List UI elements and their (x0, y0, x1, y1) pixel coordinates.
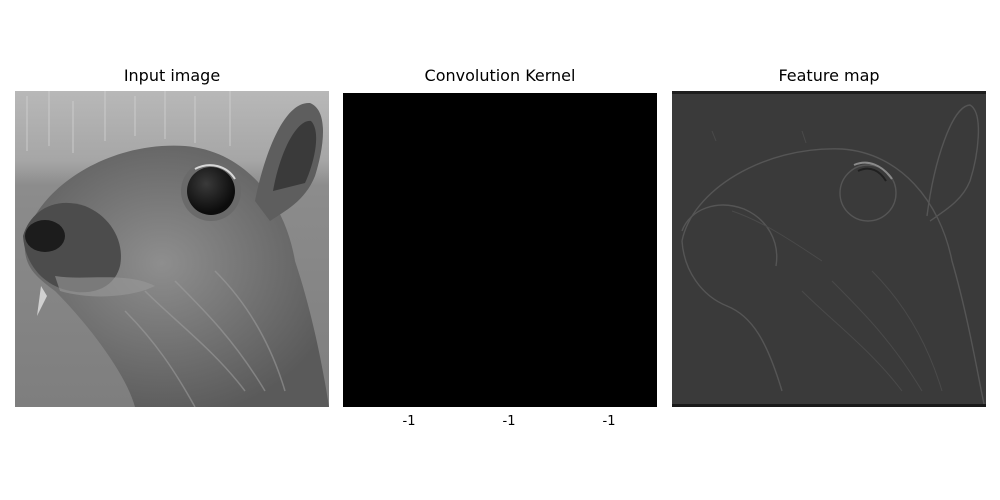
input-image (15, 91, 329, 407)
convolution-kernel-title: Convolution Kernel (424, 66, 576, 85)
convolution-kernel (343, 93, 657, 407)
feature-map-title: Feature map (778, 66, 880, 85)
input-image-graphic (15, 91, 329, 407)
kernel-bottom-label-1: -1 (402, 414, 416, 429)
feature-map-graphic (672, 91, 986, 407)
feature-map (672, 91, 986, 407)
input-image-title: Input image (123, 66, 221, 85)
kernel-bottom-label-3: -1 (602, 414, 616, 429)
kernel-bottom-label-2: -1 (502, 414, 516, 429)
